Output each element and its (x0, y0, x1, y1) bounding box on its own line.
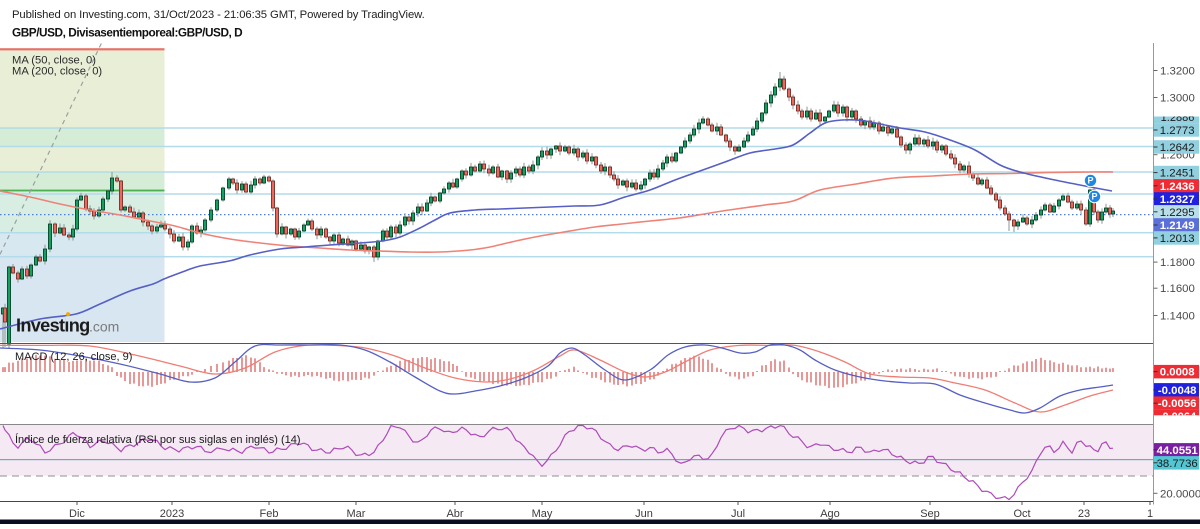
svg-text:Dic: Dic (69, 508, 85, 520)
svg-text:0.0008: 0.0008 (1160, 367, 1195, 379)
svg-text:1.2642: 1.2642 (1160, 142, 1195, 154)
svg-text:Mar: Mar (347, 508, 366, 520)
svg-text:38.7736: 38.7736 (1157, 458, 1198, 470)
svg-text:Ago: Ago (820, 508, 840, 520)
svg-text:GBP/USD, Divisasentiemporeal:G: GBP/USD, Divisasentiemporeal:GBP/USD, D (12, 26, 243, 40)
svg-text:Published on Investing.com, 31: Published on Investing.com, 31/Oct/2023 … (12, 9, 425, 21)
svg-text:1.3000: 1.3000 (1160, 93, 1195, 105)
svg-text:Jun: Jun (635, 508, 653, 520)
svg-text:2023: 2023 (160, 508, 184, 520)
svg-text:Sep: Sep (920, 508, 940, 520)
svg-text:1.2295: 1.2295 (1160, 207, 1195, 219)
svg-text:1.3200: 1.3200 (1160, 66, 1195, 78)
svg-text:1.2013: 1.2013 (1160, 233, 1195, 245)
svg-text:20.0000: 20.0000 (1160, 488, 1200, 500)
svg-text:-0.0056: -0.0056 (1158, 398, 1197, 410)
svg-text:1.1400: 1.1400 (1160, 311, 1195, 323)
svg-text:44.0551: 44.0551 (1157, 445, 1199, 457)
svg-text:1.2451: 1.2451 (1160, 168, 1195, 180)
svg-text:1.1600: 1.1600 (1160, 283, 1195, 295)
svg-text:Jul: Jul (731, 508, 745, 520)
svg-text:Abr: Abr (446, 508, 463, 520)
svg-text:1.2149: 1.2149 (1160, 220, 1195, 232)
svg-text:May: May (532, 508, 553, 520)
svg-text:MACD (12, 26, close, 9): MACD (12, 26, close, 9) (15, 351, 132, 363)
svg-text:1.2436: 1.2436 (1160, 181, 1195, 193)
svg-text:1.2773: 1.2773 (1160, 125, 1195, 137)
svg-text:.com: .com (89, 319, 119, 335)
svg-text:1.1800: 1.1800 (1160, 257, 1195, 269)
svg-text:-0.0048: -0.0048 (1158, 385, 1197, 397)
svg-text:Feb: Feb (260, 508, 279, 520)
svg-text:Índice de fuerza relativa (RSI: Índice de fuerza relativa (RSI por sus s… (15, 433, 301, 446)
svg-text:MA (200, close, 0): MA (200, close, 0) (12, 66, 102, 78)
svg-text:1.2327: 1.2327 (1160, 194, 1195, 206)
svg-text:1: 1 (1147, 508, 1153, 520)
svg-text:P: P (1091, 192, 1097, 202)
svg-text:Oct: Oct (1013, 508, 1030, 520)
svg-text:Investing: Investing (16, 316, 90, 336)
svg-text:23: 23 (1078, 508, 1090, 520)
svg-text:P: P (1087, 176, 1093, 186)
